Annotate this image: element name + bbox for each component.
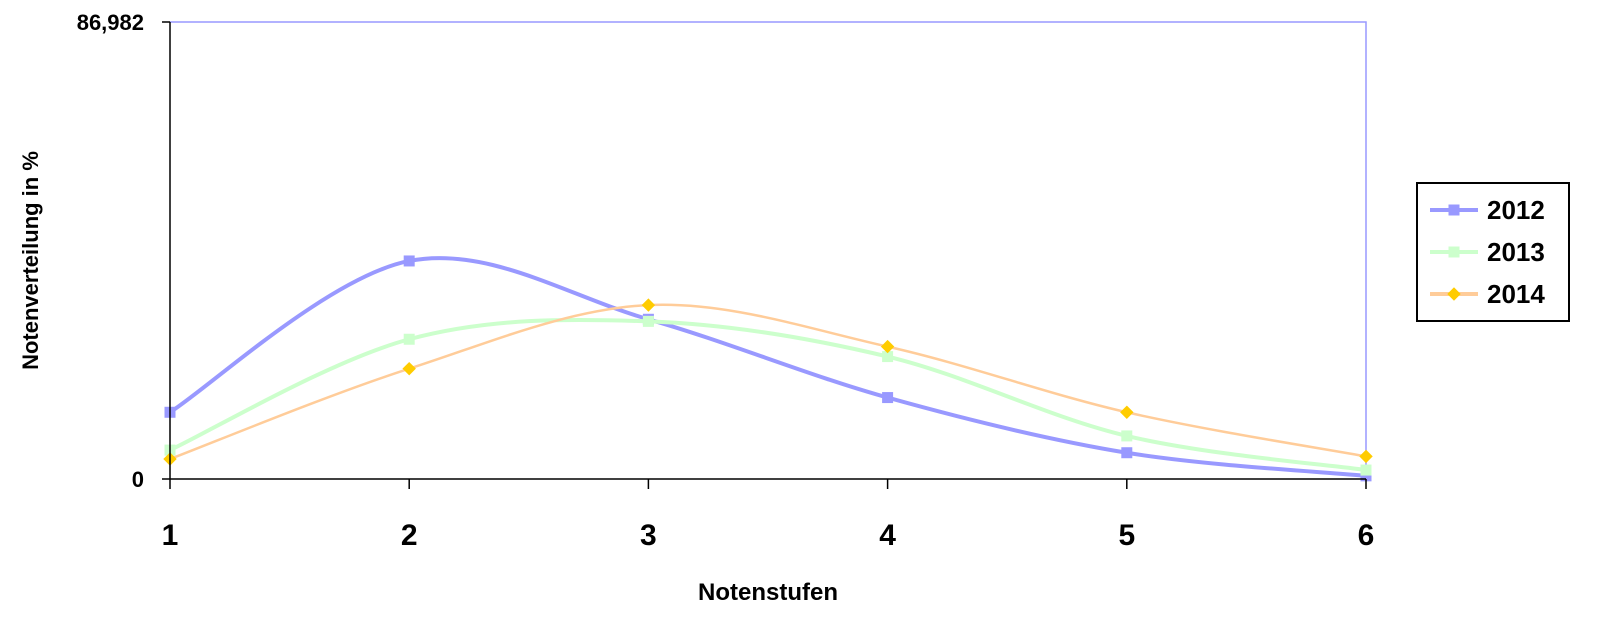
- data-point-2014-4: [880, 339, 895, 354]
- data-point-2014-6: [1359, 449, 1373, 464]
- x-tick-label: 4: [879, 519, 896, 552]
- data-point-2013-6: [1360, 464, 1372, 476]
- data-point-2013-2: [403, 333, 415, 345]
- data-point-2013-3: [642, 315, 654, 327]
- legend-label: 2014: [1487, 279, 1545, 309]
- data-point-2014-2: [402, 361, 416, 376]
- legend-swatch-marker: [1448, 246, 1460, 258]
- data-point-2012-2: [403, 255, 415, 267]
- series-2013: [164, 315, 1372, 476]
- legend-swatch-marker: [1448, 204, 1460, 216]
- series-line-2014: [168, 303, 1368, 461]
- plot-area-border: [170, 21, 1367, 479]
- legend-item-2014: 2014: [1430, 279, 1545, 309]
- series-line-2013: [168, 317, 1368, 473]
- legend-label: 2013: [1487, 237, 1545, 267]
- legend-label: 2012: [1487, 195, 1545, 225]
- y-tick-label: 86,982: [77, 10, 144, 35]
- legend-item-2013: 2013: [1430, 237, 1545, 267]
- data-point-2012-4: [882, 392, 894, 404]
- x-axis-title: Notenstufen: [698, 579, 838, 606]
- legend-swatch-marker: [1447, 287, 1461, 301]
- series-2014: [163, 298, 1373, 466]
- data-point-2014-3: [641, 298, 656, 312]
- data-point-2013-5: [1121, 430, 1133, 442]
- x-tick-label: 2: [401, 519, 418, 552]
- x-tick-label: 3: [640, 519, 657, 552]
- x-tick-label: 6: [1358, 519, 1375, 552]
- data-point-2012-5: [1121, 447, 1133, 459]
- series-line-2012: [168, 256, 1368, 478]
- x-tick-label: 1: [162, 519, 179, 552]
- legend-item-2012: 2012: [1430, 195, 1545, 225]
- legend: 2012 2013 2014: [1416, 182, 1570, 322]
- data-point-2014-5: [1120, 405, 1134, 419]
- x-tick-label: 5: [1118, 519, 1135, 552]
- y-axis-title: Notenverteilung in %: [18, 151, 43, 370]
- y-tick-label: 0: [132, 467, 144, 492]
